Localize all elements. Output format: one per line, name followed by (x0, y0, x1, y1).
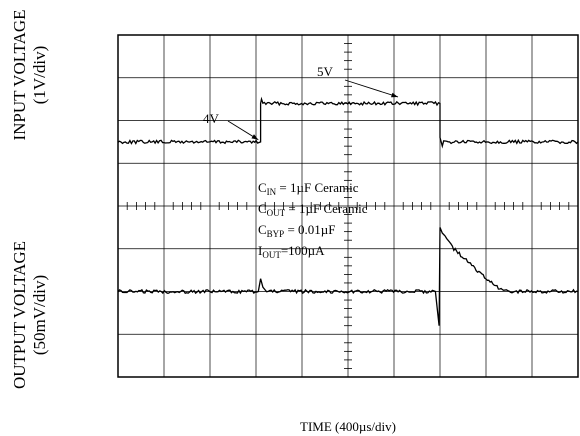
cin-symbol: C (258, 180, 267, 195)
condition-cout: COUT = 1µF Ceramic (258, 201, 368, 218)
condition-cbyp: CBYP = 0.01µF (258, 222, 336, 239)
output-voltage-trace (117, 227, 579, 326)
input-voltage-scale: (1V/div) (30, 45, 49, 105)
input-voltage-axis-label: INPUT VOLTAGE (1V/div) (10, 0, 50, 150)
cbyp-symbol: C (258, 222, 267, 237)
callout-5v: 5V (317, 64, 333, 79)
output-voltage-axis-label: OUTPUT VOLTAGE (50mV/div) (10, 220, 50, 410)
callout-arrows (227, 79, 399, 141)
callout-5v-arrow-head (391, 92, 398, 98)
x-axis-label: TIME (400µs/div) (300, 419, 396, 434)
output-voltage-label: OUTPUT VOLTAGE (10, 240, 29, 390)
cbyp-value: = 0.01µF (284, 222, 336, 237)
callout-5v-arrow (344, 79, 399, 98)
cbyp-subscript: BYP (266, 229, 285, 239)
scope-traces (117, 96, 579, 326)
callout-4v: 4V (203, 111, 219, 126)
input-voltage-trace (117, 96, 579, 149)
output-voltage-scale: (50mV/div) (30, 274, 49, 356)
cout-subscript: OUT (266, 208, 286, 218)
iout-value: =100µA (280, 243, 325, 258)
scope-grid (117, 34, 579, 378)
condition-iout: IOUT=100µA (258, 243, 325, 260)
iout-symbol: I (258, 243, 263, 258)
callout-4v-arrow-head (251, 134, 259, 140)
input-voltage-label: INPUT VOLTAGE (10, 9, 29, 141)
cout-value: = 1µF Ceramic (285, 201, 368, 216)
cin-value: = 1µF Ceramic (276, 180, 359, 195)
condition-cin: CIN = 1µF Ceramic (258, 180, 359, 197)
iout-subscript: OUT (262, 250, 281, 260)
cout-symbol: C (258, 201, 267, 216)
cin-subscript: IN (266, 187, 277, 197)
